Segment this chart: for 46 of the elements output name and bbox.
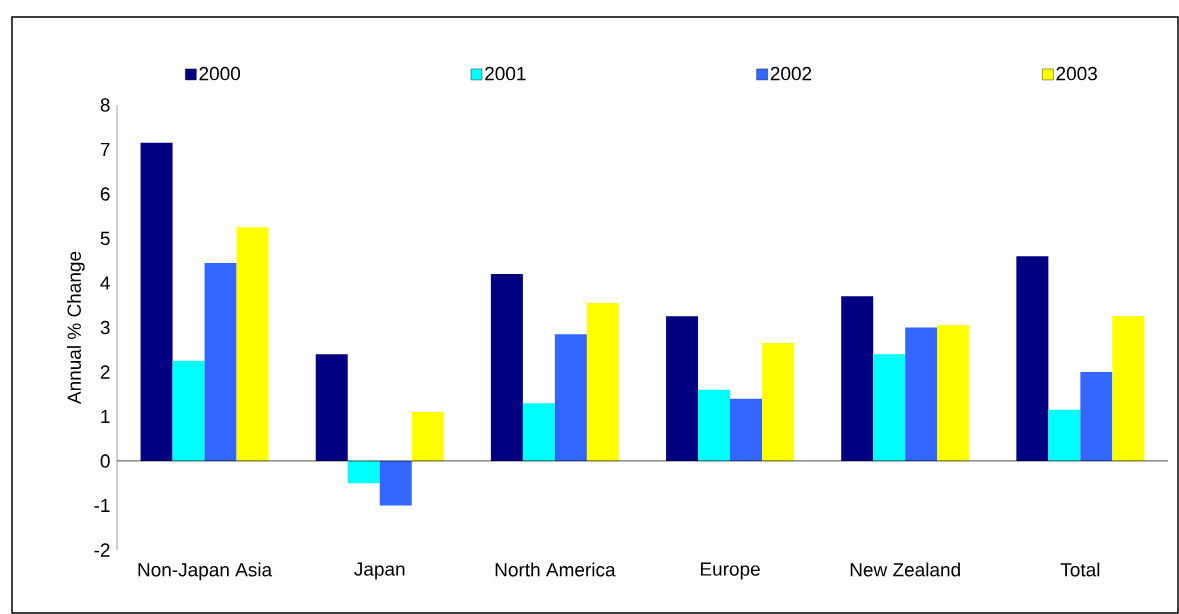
bar [730, 398, 763, 461]
bar [554, 334, 587, 461]
bar [666, 316, 699, 461]
bar [347, 461, 380, 484]
bar [762, 343, 795, 461]
bar [315, 354, 348, 461]
legend-label: 2001 [485, 66, 526, 81]
y-tick-label: -1 [94, 498, 110, 513]
x-tick-label: Non-Japan Asia [138, 562, 273, 581]
y-tick-label: 3 [100, 320, 110, 335]
bar [204, 262, 237, 461]
bar [1016, 256, 1049, 461]
legend-label: 2003 [1056, 66, 1097, 81]
bar [698, 389, 731, 461]
bar [236, 227, 269, 461]
y-axis-title: Annual % Change [67, 251, 85, 405]
y-tick-label: 7 [100, 142, 110, 157]
bar [586, 303, 619, 461]
bar [873, 354, 906, 461]
bar [490, 274, 523, 461]
bar [1080, 372, 1113, 461]
x-tick-label: Japan [354, 562, 405, 580]
x-tick-label: Total [1060, 562, 1100, 577]
bar [140, 142, 173, 461]
bar [1048, 409, 1081, 461]
bar [905, 327, 938, 461]
bar [841, 296, 874, 461]
bar [379, 461, 412, 506]
bar [937, 325, 970, 461]
y-tick-label: 8 [100, 98, 110, 112]
bar [172, 360, 205, 461]
y-tick-label: 1 [101, 409, 110, 424]
y-tick-label: 6 [100, 187, 110, 201]
x-tick-label: Europe [700, 562, 760, 580]
y-tick-label: 0 [100, 454, 110, 468]
y-tick-label: -2 [94, 543, 110, 557]
legend-label: 2000 [199, 66, 241, 81]
bar [1112, 316, 1145, 461]
legend-label: 2002 [770, 66, 812, 81]
bar [522, 403, 555, 461]
x-tick-label: North America [495, 562, 616, 577]
bar [411, 412, 444, 461]
y-tick-label: 4 [100, 276, 110, 290]
x-tick-label: New Zealand [850, 562, 960, 577]
y-tick-label: 2 [100, 365, 110, 379]
y-tick-label: 5 [100, 231, 110, 246]
